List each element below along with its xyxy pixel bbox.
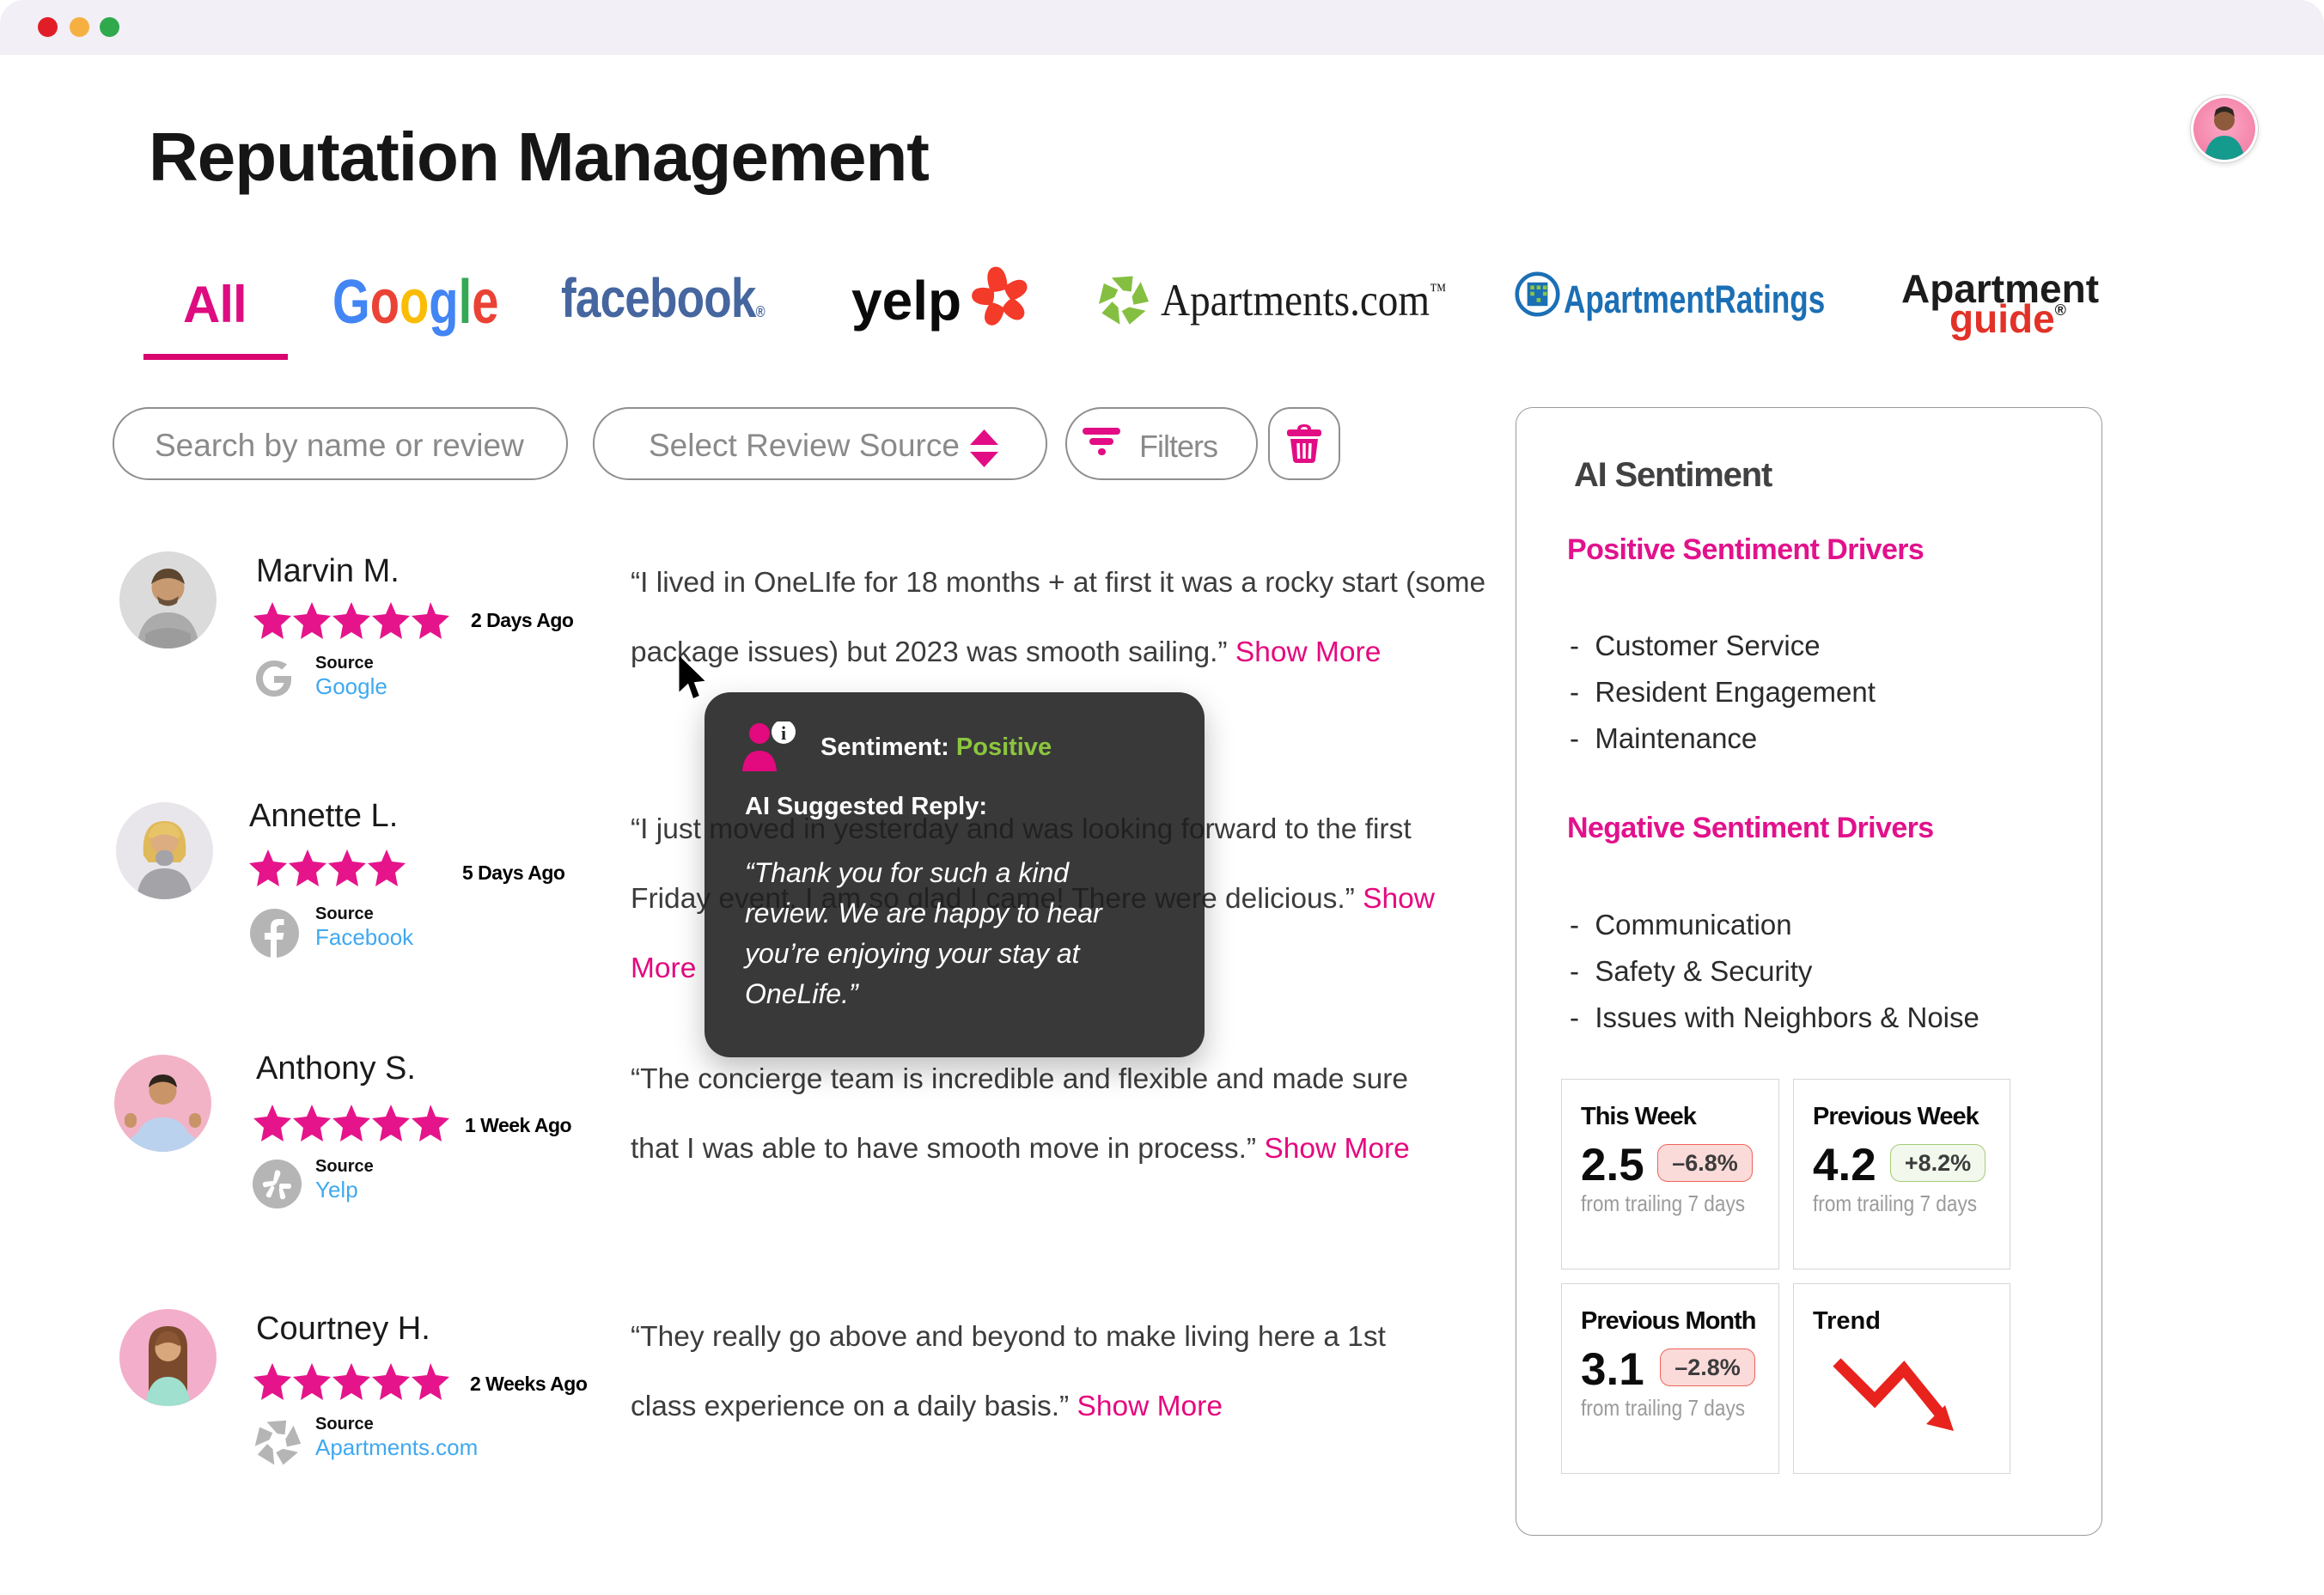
svg-text:i: i [781, 722, 786, 744]
